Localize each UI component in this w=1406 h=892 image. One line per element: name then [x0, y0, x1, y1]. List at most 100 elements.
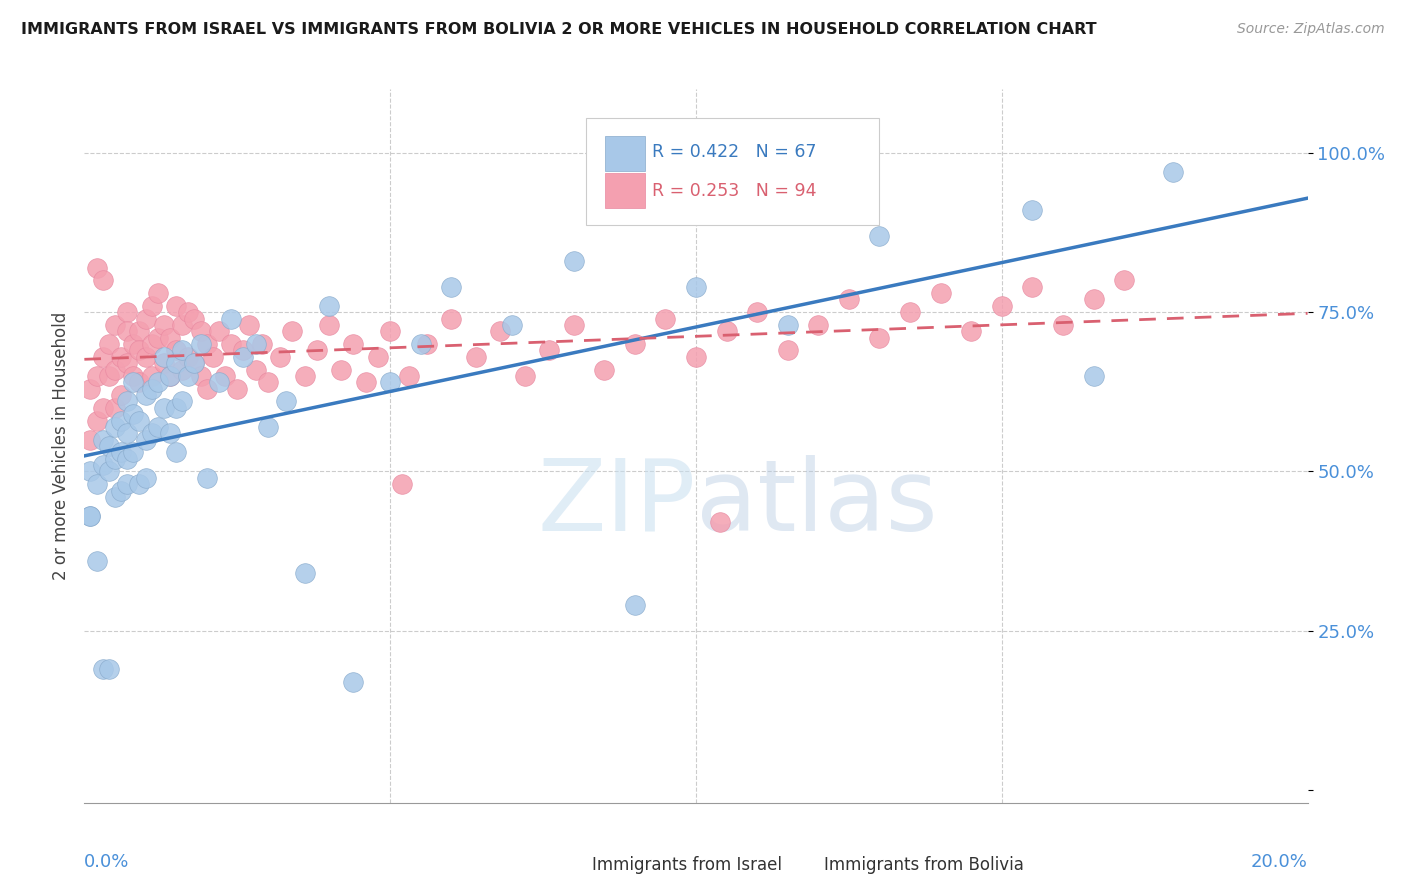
Point	[141, 368, 163, 383]
Point	[1052, 318, 1074, 332]
Point	[115, 356, 138, 370]
Point	[146, 331, 169, 345]
Point	[685, 279, 707, 293]
Point	[1114, 273, 1136, 287]
Point	[115, 324, 138, 338]
Point	[380, 376, 402, 390]
Point	[245, 362, 267, 376]
Point	[869, 228, 891, 243]
Point	[624, 337, 647, 351]
Text: IMMIGRANTS FROM ISRAEL VS IMMIGRANTS FROM BOLIVIA 2 OR MORE VEHICLES IN HOUSEHOL: IMMIGRANTS FROM ISRAEL VS IMMIGRANTS FRO…	[21, 22, 1097, 37]
Point	[153, 401, 176, 415]
Point	[104, 490, 127, 504]
Text: R = 0.422   N = 67: R = 0.422 N = 67	[652, 143, 817, 161]
Point	[110, 350, 132, 364]
Text: Immigrants from Bolivia: Immigrants from Bolivia	[824, 856, 1025, 874]
Point	[440, 311, 463, 326]
Point	[141, 337, 163, 351]
Point	[122, 445, 145, 459]
FancyBboxPatch shape	[606, 173, 644, 209]
Point	[195, 337, 218, 351]
Point	[135, 388, 157, 402]
Point	[391, 477, 413, 491]
Point	[79, 382, 101, 396]
Text: Immigrants from Israel: Immigrants from Israel	[592, 856, 782, 874]
Point	[86, 368, 108, 383]
Point	[159, 368, 181, 383]
Point	[91, 458, 114, 472]
Point	[807, 318, 830, 332]
Point	[250, 337, 273, 351]
Point	[1021, 203, 1043, 218]
Point	[135, 433, 157, 447]
Point	[276, 394, 298, 409]
Point	[122, 376, 145, 390]
Point	[122, 337, 145, 351]
Point	[115, 451, 138, 466]
Point	[177, 350, 200, 364]
Point	[398, 368, 420, 383]
Point	[294, 566, 316, 581]
Point	[79, 433, 101, 447]
Point	[172, 394, 194, 409]
Point	[115, 305, 138, 319]
Point	[110, 388, 132, 402]
Point	[898, 305, 921, 319]
Point	[654, 311, 676, 326]
Point	[245, 337, 267, 351]
Point	[91, 273, 114, 287]
Point	[190, 324, 212, 338]
Point	[153, 356, 176, 370]
Point	[91, 350, 114, 364]
Point	[97, 439, 120, 453]
Point	[624, 599, 647, 613]
Point	[838, 293, 860, 307]
Point	[122, 368, 145, 383]
Point	[380, 324, 402, 338]
Point	[115, 426, 138, 441]
Point	[593, 362, 616, 376]
Point	[232, 343, 254, 358]
Point	[146, 420, 169, 434]
Point	[86, 477, 108, 491]
Point	[165, 401, 187, 415]
Point	[104, 401, 127, 415]
Point	[562, 254, 585, 268]
Point	[776, 343, 799, 358]
Point	[159, 368, 181, 383]
Text: ZIP: ZIP	[537, 455, 696, 551]
Point	[135, 471, 157, 485]
Point	[86, 260, 108, 275]
Point	[269, 350, 291, 364]
Point	[257, 420, 280, 434]
Point	[97, 662, 120, 676]
Point	[141, 426, 163, 441]
Point	[128, 376, 150, 390]
Point	[1161, 165, 1184, 179]
Point	[141, 299, 163, 313]
Point	[79, 509, 101, 524]
Point	[709, 516, 731, 530]
Point	[146, 376, 169, 390]
Point	[716, 324, 738, 338]
Point	[165, 445, 187, 459]
Point	[685, 350, 707, 364]
Text: R = 0.253   N = 94: R = 0.253 N = 94	[652, 182, 817, 200]
Point	[991, 299, 1014, 313]
Point	[110, 413, 132, 427]
Point	[201, 350, 224, 364]
Point	[97, 465, 120, 479]
Point	[226, 382, 249, 396]
Point	[342, 674, 364, 689]
Point	[177, 305, 200, 319]
Point	[165, 343, 187, 358]
Point	[190, 368, 212, 383]
Point	[104, 420, 127, 434]
Point	[238, 318, 260, 332]
Text: Source: ZipAtlas.com: Source: ZipAtlas.com	[1237, 22, 1385, 37]
Point	[416, 337, 439, 351]
Point	[1021, 279, 1043, 293]
FancyBboxPatch shape	[586, 118, 880, 225]
Point	[104, 318, 127, 332]
Point	[929, 286, 952, 301]
